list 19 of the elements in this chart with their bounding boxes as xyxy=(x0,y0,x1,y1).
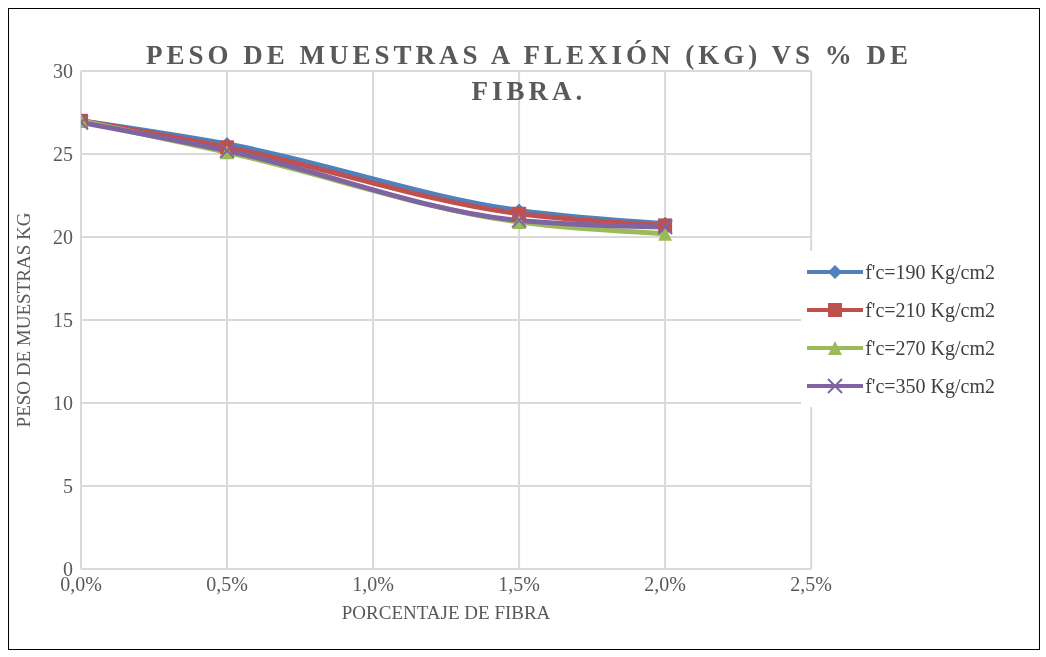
legend-label: f'c=270 Kg/cm2 xyxy=(865,336,995,360)
x-tick-label: 0,5% xyxy=(206,573,248,596)
x-axis-title: PORCENTAJE DE FIBRA xyxy=(341,602,551,623)
x-tick-label: 1,5% xyxy=(498,573,540,596)
chart-title: PESO DE MUESTRAS A FLEXIÓN (KG) VS % DE FIBRA. xyxy=(144,39,914,108)
legend-label: f'c=210 Kg/cm2 xyxy=(865,298,995,322)
y-tick-label: 5 xyxy=(63,475,73,498)
y-axis-title: PESO DE MUESTRAS KG xyxy=(12,212,34,428)
y-tick-label: 30 xyxy=(53,60,73,83)
legend-label: f'c=190 Kg/cm2 xyxy=(865,260,995,284)
y-tick-label: 15 xyxy=(53,309,73,332)
point xyxy=(658,226,673,241)
y-tick-label: 25 xyxy=(53,143,73,166)
x-tick-label: 1,0% xyxy=(352,573,394,596)
x-tick-label: 2,5% xyxy=(790,573,832,596)
x-tick-label: 2,0% xyxy=(644,573,686,596)
y-tick-label: 10 xyxy=(53,392,73,415)
legend-label: f'c=350 Kg/cm2 xyxy=(865,374,995,398)
y-tick-label: 20 xyxy=(53,226,73,249)
